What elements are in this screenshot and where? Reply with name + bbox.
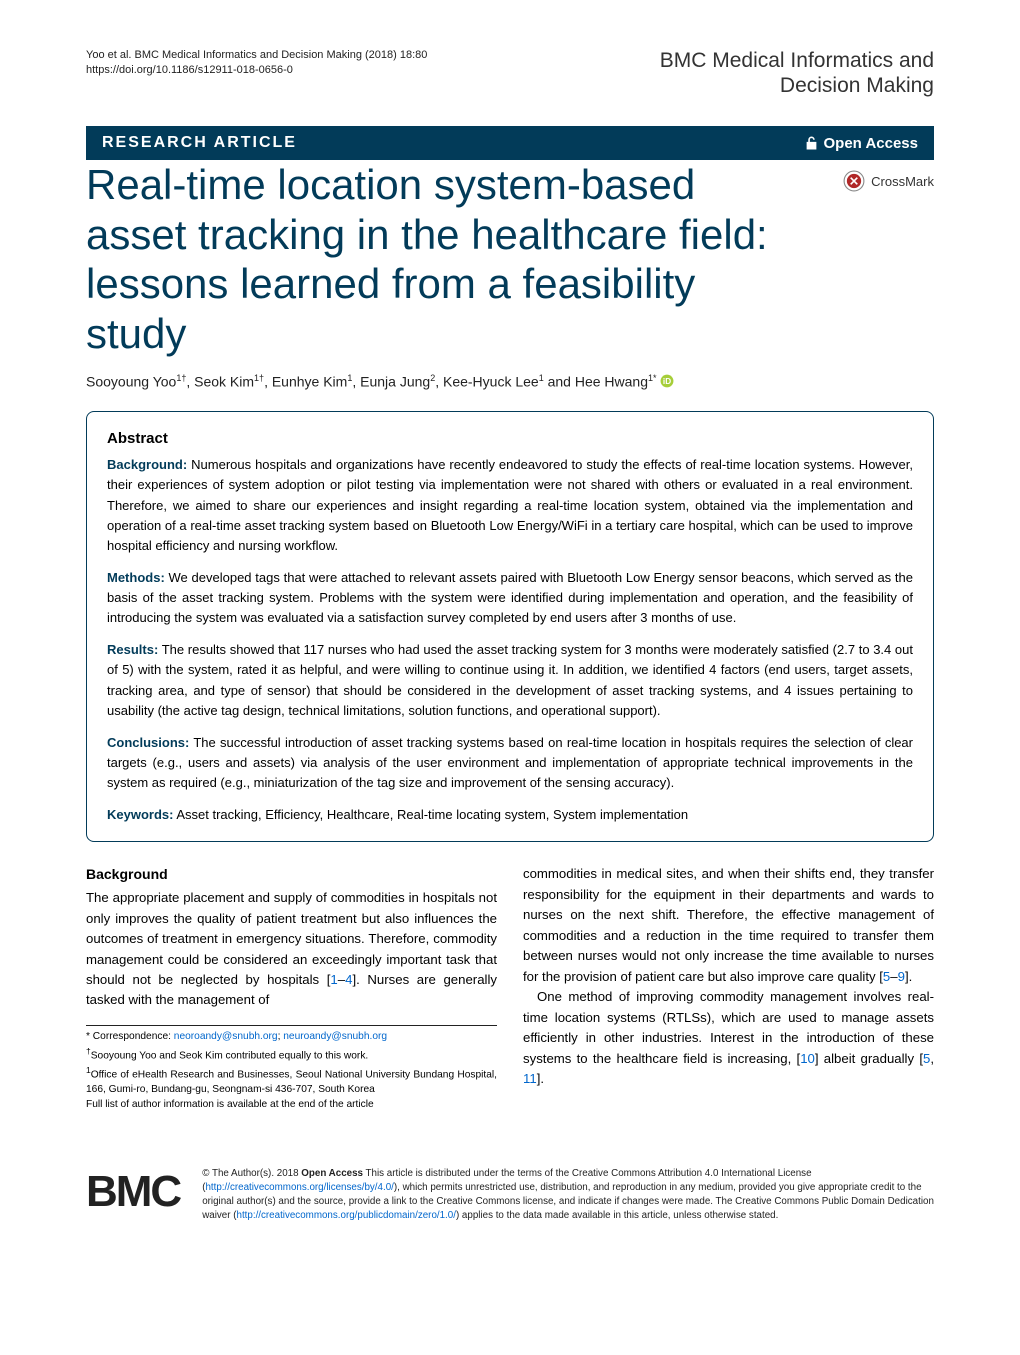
journal-name-line-1: BMC Medical Informatics and xyxy=(660,48,934,73)
license-text: © The Author(s). 2018 Open Access This a… xyxy=(202,1167,934,1224)
citation-ref[interactable]: 9 xyxy=(898,969,905,984)
abstract-conclusions: Conclusions: The successful introduction… xyxy=(107,733,913,793)
full-author-list-note: Full list of author information is avail… xyxy=(86,1098,497,1113)
journal-name: BMC Medical Informatics and Decision Mak… xyxy=(660,48,934,98)
orcid-icon[interactable]: iD xyxy=(660,374,674,388)
body-columns: Background The appropriate placement and… xyxy=(86,864,934,1112)
equal-contribution-note: †Sooyoung Yoo and Seok Kim contributed e… xyxy=(86,1045,497,1064)
journal-name-line-2: Decision Making xyxy=(660,73,934,98)
abstract-heading: Abstract xyxy=(107,430,913,447)
abstract-box: Abstract Background: Numerous hospitals … xyxy=(86,411,934,842)
background-paragraph-1: The appropriate placement and supply of … xyxy=(86,888,497,1011)
left-column: Background The appropriate placement and… xyxy=(86,864,497,1112)
crossmark-icon xyxy=(843,170,865,192)
correspondence-email[interactable]: neuroandy@snubh.org xyxy=(283,1031,387,1042)
background-heading: Background xyxy=(86,864,497,886)
affiliation-note: 1Office of eHealth Research and Business… xyxy=(86,1064,497,1098)
abstract-methods: Methods: We developed tags that were att… xyxy=(107,568,913,628)
crossmark-label: CrossMark xyxy=(871,174,934,189)
bmc-logo: BMC xyxy=(86,1167,180,1217)
author-list: Sooyoung Yoo1†, Seok Kim1†, Eunhye Kim1,… xyxy=(86,373,934,390)
citation-line-1: Yoo et al. BMC Medical Informatics and D… xyxy=(86,48,427,63)
citation-ref[interactable]: 10 xyxy=(800,1051,815,1066)
background-paragraph-3: One method of improving commodity manage… xyxy=(523,987,934,1089)
abstract-keywords: Keywords: Asset tracking, Efficiency, He… xyxy=(107,805,913,825)
article-title: Real-time location system-based asset tr… xyxy=(86,160,806,358)
crossmark-badge[interactable]: CrossMark xyxy=(843,170,934,192)
citation-block: Yoo et al. BMC Medical Informatics and D… xyxy=(86,48,427,79)
article-type-bar: RESEARCH ARTICLE Open Access xyxy=(86,126,934,160)
abstract-results: Results: The results showed that 117 nur… xyxy=(107,640,913,721)
right-column: commodities in medical sites, and when t… xyxy=(523,864,934,1112)
abstract-background: Background: Numerous hospitals and organ… xyxy=(107,455,913,556)
citation-line-2: https://doi.org/10.1186/s12911-018-0656-… xyxy=(86,63,427,78)
footnotes-block: * Correspondence: neoroandy@snubh.org; n… xyxy=(86,1030,497,1113)
svg-text:iD: iD xyxy=(663,377,671,386)
license-footer: BMC © The Author(s). 2018 Open Access Th… xyxy=(0,1153,1020,1248)
correspondence-line: * Correspondence: neoroandy@snubh.org; n… xyxy=(86,1030,497,1045)
citation-ref[interactable]: 11 xyxy=(523,1071,537,1086)
top-citation-row: Yoo et al. BMC Medical Informatics and D… xyxy=(86,48,934,98)
citation-ref[interactable]: 1 xyxy=(330,972,337,987)
cc-zero-link[interactable]: http://creativecommons.org/publicdomain/… xyxy=(237,1210,456,1221)
article-type-label: RESEARCH ARTICLE xyxy=(102,134,297,152)
cc-license-link[interactable]: http://creativecommons.org/licenses/by/4… xyxy=(205,1182,393,1193)
open-lock-icon xyxy=(805,135,818,151)
correspondence-email[interactable]: neoroandy@snubh.org xyxy=(174,1031,278,1042)
open-access-label: Open Access xyxy=(805,135,919,152)
footnote-divider xyxy=(86,1025,497,1026)
background-paragraph-2: commodities in medical sites, and when t… xyxy=(523,864,934,987)
